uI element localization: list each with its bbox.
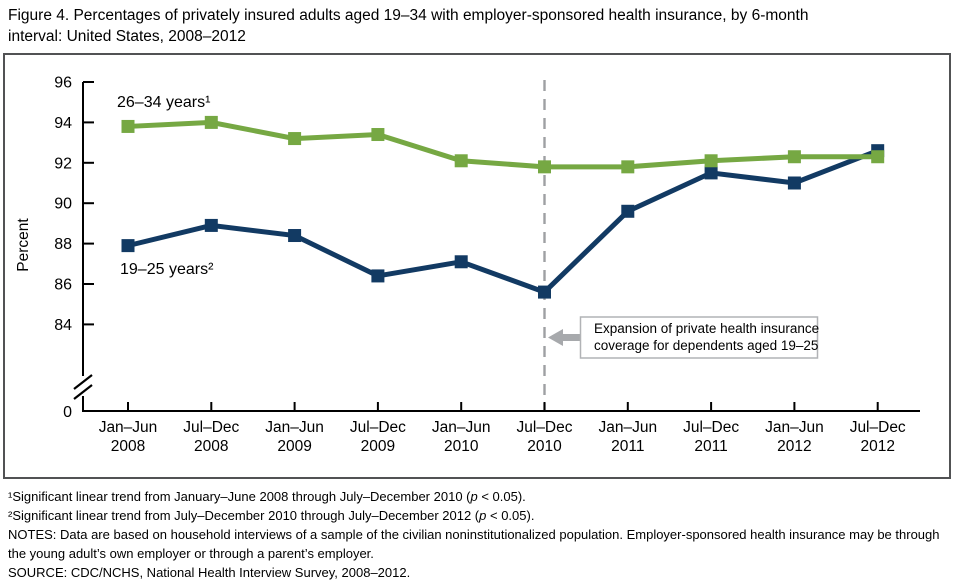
chart-canvas: 96 94 92 90 88 86 84 0 Jan–Jun 2008 Jul–Dec 2008 Jan… bbox=[15, 75, 920, 455]
series-label-19-25: 19–25 years² bbox=[120, 261, 214, 278]
data-point-marker bbox=[538, 160, 551, 174]
x-tick-label-year: 2012 bbox=[860, 438, 894, 455]
series-line-19-25------- bbox=[121, 144, 885, 299]
data-point-marker bbox=[454, 255, 468, 269]
y-tick-label: 88 bbox=[54, 236, 72, 253]
y-tick-label: 86 bbox=[54, 277, 72, 294]
chart-frame: 96 94 92 90 88 86 84 0 Jan–Jun 2008 Jul–Dec 2008 Jan… bbox=[3, 53, 951, 479]
x-tick-label-period: Jan–Jun bbox=[265, 419, 324, 436]
x-tick-label-period: Jul–Dec bbox=[850, 419, 906, 436]
annotation-text-line2: coverage for dependents aged 19–25 bbox=[594, 338, 818, 353]
annotation-text-line1: Expansion of private health insurance bbox=[594, 321, 819, 336]
y-tick-label: 90 bbox=[54, 196, 72, 213]
data-point-marker bbox=[204, 115, 218, 129]
footnote-2-p: p bbox=[479, 508, 487, 523]
figure-footnotes: ¹Significant linear trend from January–J… bbox=[8, 487, 956, 582]
x-tick-label-period: Jan–Jun bbox=[765, 419, 824, 436]
footnote-2-tail: < 0.05). bbox=[486, 508, 535, 523]
data-point-marker bbox=[204, 218, 218, 232]
axes: 96 94 92 90 88 86 84 0 Jan–Jun 2008 Jul–Dec 2008 Jan… bbox=[15, 75, 920, 455]
footnote-1-text: ¹Significant linear trend from January–J… bbox=[8, 489, 471, 504]
annotation-arrow-icon bbox=[548, 329, 581, 346]
figure-title-line2: interval: United States, 2008–2012 bbox=[8, 28, 246, 45]
series-line-26-34------- bbox=[121, 115, 885, 174]
y-baseline-label: 0 bbox=[63, 404, 72, 421]
x-tick-label-year: 2009 bbox=[361, 438, 395, 455]
data-point-marker bbox=[371, 269, 385, 283]
footnote-2-text: ²Significant linear trend from July–Dece… bbox=[8, 508, 480, 523]
x-tick-label-period: Jul–Dec bbox=[183, 419, 239, 436]
data-point-marker bbox=[787, 150, 801, 164]
footnote-2: ²Significant linear trend from July–Dece… bbox=[8, 506, 956, 525]
footnote-1: ¹Significant linear trend from January–J… bbox=[8, 487, 956, 506]
series-path bbox=[127, 148, 879, 295]
data-point-marker bbox=[454, 154, 468, 168]
x-tick-label-year: 2010 bbox=[527, 438, 562, 455]
y-axis-title: Percent bbox=[15, 218, 32, 272]
x-tick-label-year: 2010 bbox=[444, 438, 479, 455]
y-tick-label: 92 bbox=[54, 155, 72, 172]
y-tick-label: 96 bbox=[54, 75, 72, 92]
data-point-marker bbox=[371, 128, 385, 142]
figure-title: Figure 4. Percentages of privately insur… bbox=[8, 5, 956, 47]
data-point-marker bbox=[288, 229, 302, 243]
y-tick-label: 94 bbox=[54, 115, 72, 132]
data-point-marker bbox=[121, 119, 135, 133]
data-point-marker bbox=[871, 150, 885, 164]
annotation: Expansion of private health insurance cov… bbox=[548, 316, 819, 359]
x-tick-label-period: Jul–Dec bbox=[683, 419, 739, 436]
data-point-marker bbox=[538, 285, 551, 299]
data-point-marker bbox=[704, 166, 718, 180]
annotation-box bbox=[579, 316, 819, 359]
footnote-1-p: p bbox=[470, 489, 478, 504]
x-tick-label-year: 2008 bbox=[194, 438, 228, 455]
series-label-26-34: 26–34 years¹ bbox=[117, 94, 210, 111]
x-tick-label-period: Jan–Jun bbox=[432, 419, 491, 436]
data-point-marker bbox=[621, 204, 635, 218]
x-tick-label-year: 2009 bbox=[277, 438, 311, 455]
data-point-marker bbox=[121, 239, 135, 253]
x-tick-label-period: Jul–Dec bbox=[350, 419, 406, 436]
notes-text: NOTES: Data are based on household inter… bbox=[8, 527, 940, 561]
data-point-marker bbox=[288, 132, 302, 146]
axis-break-icon bbox=[73, 374, 93, 400]
series-path bbox=[127, 119, 878, 170]
data-point-marker bbox=[787, 176, 801, 190]
x-tick-label-period: Jan–Jun bbox=[598, 419, 657, 436]
figure-title-line1: Figure 4. Percentages of privately insur… bbox=[8, 7, 809, 24]
x-tick-label-period: Jul–Dec bbox=[517, 419, 573, 436]
footnote-1-tail: < 0.05). bbox=[477, 489, 526, 504]
x-tick-label-year: 2011 bbox=[611, 438, 644, 455]
x-tick-label-year: 2012 bbox=[777, 438, 811, 455]
x-tick-label-year: 2008 bbox=[111, 438, 145, 455]
x-tick-label-year: 2011 bbox=[694, 438, 727, 455]
source-text: SOURCE: CDC/NCHS, National Health Interv… bbox=[8, 565, 411, 580]
y-tick-label: 84 bbox=[54, 317, 72, 334]
data-point-marker bbox=[704, 154, 718, 168]
x-tick-label-period: Jan–Jun bbox=[99, 419, 158, 436]
data-point-marker bbox=[621, 160, 635, 174]
